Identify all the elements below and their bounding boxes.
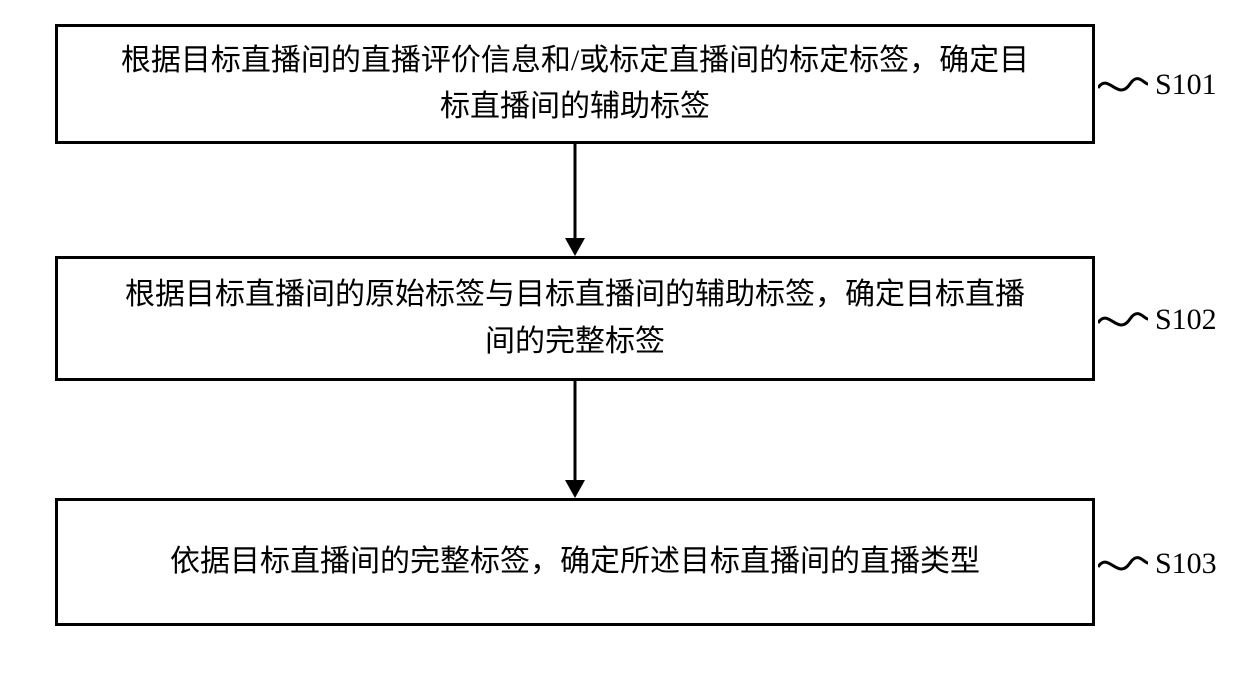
- step-box-s101: 根据目标直播间的直播评价信息和/或标定直播间的标定标签，确定目 标直播间的辅助标…: [55, 24, 1095, 144]
- step-label-s103: S103: [1155, 547, 1217, 581]
- step-text-s102: 根据目标直播间的原始标签与目标直播间的辅助标签，确定目标直播 间的完整标签: [125, 272, 1025, 365]
- step-text-s101: 根据目标直播间的直播评价信息和/或标定直播间的标定标签，确定目 标直播间的辅助标…: [121, 38, 1029, 131]
- connector-tilde-s101: [1098, 70, 1148, 100]
- arrow-s101-s102: [0, 144, 1240, 256]
- step-box-s103: 依据目标直播间的完整标签，确定所述目标直播间的直播类型: [55, 498, 1095, 626]
- flowchart-canvas: 根据目标直播间的直播评价信息和/或标定直播间的标定标签，确定目 标直播间的辅助标…: [0, 0, 1240, 682]
- connector-tilde-s102: [1098, 305, 1148, 335]
- step-label-s101: S101: [1155, 68, 1217, 102]
- step-text-s103: 依据目标直播间的完整标签，确定所述目标直播间的直播类型: [170, 539, 980, 586]
- step-box-s102: 根据目标直播间的原始标签与目标直播间的辅助标签，确定目标直播 间的完整标签: [55, 256, 1095, 381]
- step-label-s102: S102: [1155, 303, 1217, 337]
- connector-tilde-s103: [1098, 549, 1148, 579]
- arrow-s102-s103: [0, 381, 1240, 498]
